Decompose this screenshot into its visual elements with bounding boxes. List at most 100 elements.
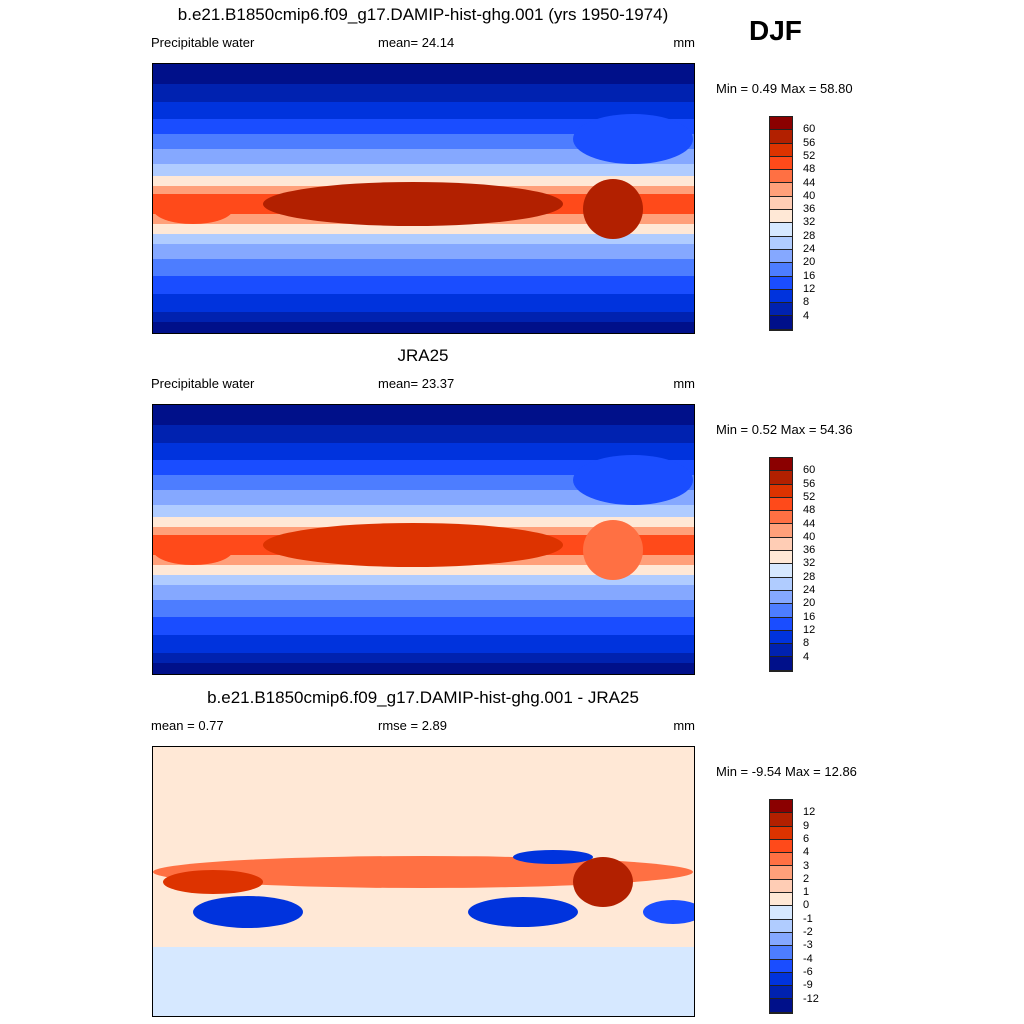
colorbar-box xyxy=(770,813,792,827)
colorbar-label: 36 xyxy=(803,544,816,557)
positive-anomaly xyxy=(163,870,263,894)
panel-minmax: Min = -9.54 Max = 12.86 xyxy=(716,764,857,779)
contour-band xyxy=(153,164,694,176)
contour-band xyxy=(153,600,694,617)
colorbar-label: -9 xyxy=(803,979,813,992)
colorbar-label: 56 xyxy=(803,136,816,149)
contour-band xyxy=(153,575,694,585)
colorbar-box xyxy=(770,972,792,987)
panel-center-label: rmse = 2.89 xyxy=(378,718,448,733)
colorbar-label: 6 xyxy=(803,832,810,845)
colorbar-box xyxy=(770,839,792,854)
contour-band xyxy=(153,663,694,674)
colorbar-label: 60 xyxy=(803,464,816,477)
contour-band xyxy=(153,565,694,575)
map-contour xyxy=(153,64,694,333)
map-panel xyxy=(152,404,695,675)
colorbar-box xyxy=(770,826,792,840)
colorbar-box xyxy=(770,263,792,277)
colorbar-label: 28 xyxy=(803,229,816,242)
colorbar-box xyxy=(770,223,792,237)
contour-band xyxy=(153,322,694,333)
dry-region xyxy=(573,455,693,505)
colorbar-label: 52 xyxy=(803,149,816,162)
colorbar-box xyxy=(770,800,792,814)
contour-band xyxy=(153,224,694,234)
contour-band xyxy=(153,276,694,294)
colorbar-box xyxy=(770,458,792,472)
colorbar-box xyxy=(770,196,792,211)
colorbar-label: 32 xyxy=(803,216,816,229)
panel-center-label: mean= 23.37 xyxy=(378,376,455,391)
contour-band xyxy=(153,312,694,322)
panel-title: JRA25 xyxy=(397,346,449,365)
contour-band xyxy=(153,294,694,312)
colorbar-box xyxy=(770,537,792,552)
colorbar-label: 1 xyxy=(803,886,810,899)
colorbar-box xyxy=(770,999,792,1013)
colorbar-label: 4 xyxy=(803,846,810,859)
panel-title: b.e21.B1850cmip6.f09_g17.DAMIP-hist-ghg.… xyxy=(177,5,669,24)
colorbar-label: 44 xyxy=(803,176,816,189)
panel-minmax: Min = 0.49 Max = 58.80 xyxy=(716,81,853,96)
contour-band xyxy=(153,176,694,186)
colorbar-box xyxy=(770,117,792,131)
colorbar-box xyxy=(770,236,792,250)
colorbar-label: 24 xyxy=(803,243,816,255)
colorbar-label: 9 xyxy=(803,819,810,832)
colorbar-box xyxy=(770,893,792,907)
colorbar-box xyxy=(770,590,792,605)
panel-left-label: Precipitable water xyxy=(151,35,255,50)
positive-anomaly xyxy=(153,856,693,888)
colorbar-box xyxy=(770,156,792,171)
colorbar-box xyxy=(770,170,792,184)
colorbar-box xyxy=(770,471,792,485)
contour-band xyxy=(153,244,694,259)
colorbar-box xyxy=(770,604,792,618)
colorbar-label: 36 xyxy=(803,203,816,216)
map-contour xyxy=(153,747,694,1016)
colorbar-label: 20 xyxy=(803,256,816,269)
colorbar-label: 8 xyxy=(803,296,810,309)
colorbar-box xyxy=(770,932,792,947)
colorbar-label: 52 xyxy=(803,490,816,503)
colorbar-label: 40 xyxy=(803,530,816,543)
negative-anomaly xyxy=(468,897,578,927)
moist-region xyxy=(263,182,563,226)
contour-band xyxy=(153,653,694,663)
colorbar-label: 60 xyxy=(803,123,816,136)
contour-band xyxy=(153,505,694,517)
contour-band xyxy=(153,149,694,164)
colorbar-box xyxy=(770,577,792,591)
colorbar-box xyxy=(770,210,792,224)
panel-minmax: Min = 0.52 Max = 54.36 xyxy=(716,422,853,437)
colorbar-label: -6 xyxy=(803,965,813,978)
season-label: DJF xyxy=(749,15,802,46)
map-panel xyxy=(152,746,695,1017)
positive-anomaly xyxy=(573,857,633,907)
colorbar-box xyxy=(770,183,792,197)
colorbar-box xyxy=(770,276,792,290)
map-contour xyxy=(153,405,694,674)
colorbar-label: -1 xyxy=(803,912,813,925)
contour-band xyxy=(153,234,694,244)
colorbar-box xyxy=(770,143,792,157)
panel-left-label: mean = 0.77 xyxy=(151,718,224,733)
contour-band xyxy=(153,517,694,527)
colorbar-label: 12 xyxy=(803,282,816,295)
colorbar-label: 24 xyxy=(803,584,816,596)
colorbar-label: 28 xyxy=(803,570,816,583)
colorbar-label: -12 xyxy=(803,992,819,1005)
colorbar-box xyxy=(770,316,792,330)
colorbar-label: 32 xyxy=(803,557,816,570)
contour-band xyxy=(153,947,694,1016)
colorbar-box xyxy=(770,657,792,671)
contour-band xyxy=(153,585,694,600)
panel-units: mm xyxy=(673,376,695,391)
colorbar-label: 0 xyxy=(803,899,810,912)
colorbar-box xyxy=(770,644,792,658)
contour-band xyxy=(153,259,694,276)
colorbar-label: 16 xyxy=(803,610,816,623)
colorbar-box xyxy=(770,303,792,317)
colorbar-box xyxy=(770,564,792,578)
